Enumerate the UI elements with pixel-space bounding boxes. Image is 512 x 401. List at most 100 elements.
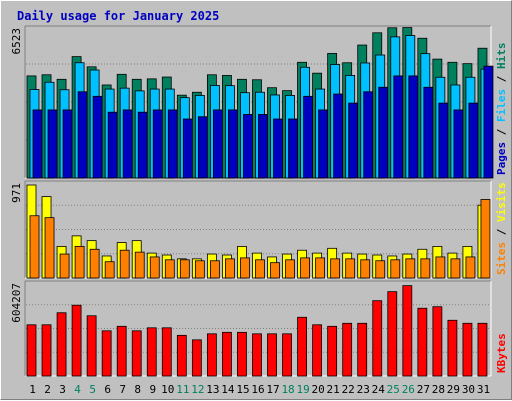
- panel-kbytes: 604207 KBytes: [10, 280, 508, 377]
- legend-kbytes: KBytes: [495, 333, 508, 373]
- x-tick-label-day-20: 20: [312, 383, 325, 396]
- bar-kbytes-day-13: [206, 333, 217, 377]
- bar-kbytes-day-29: [447, 319, 458, 377]
- bar-sites-day-30: [465, 256, 476, 279]
- bar-kbytes-day-11: [176, 334, 187, 377]
- bar-kbytes-day-14: [222, 331, 232, 377]
- bar-pages-day-16: [258, 114, 268, 179]
- bar-sites-day-15: [240, 257, 250, 279]
- bar-kbytes-day-8: [131, 330, 142, 377]
- bar-kbytes-day-7: [116, 325, 127, 377]
- legend-separator: /: [495, 69, 508, 89]
- bar-pages-day-9: [152, 109, 163, 179]
- bar-sites-day-6: [104, 261, 115, 279]
- bar-pages-day-23: [363, 91, 374, 179]
- x-tick-label-day-29: 29: [447, 383, 460, 396]
- bar-pages-day-18: [288, 118, 298, 179]
- x-tick-label-day-25: 25: [387, 383, 400, 396]
- x-tick-label-day-5: 5: [89, 383, 96, 396]
- x-axis-day-labels: 1 2 3 4 5 6 7 8 9 10 11 12 13 14 15 16 17 18 19 20 21 22 23 24 2…: [29, 383, 490, 396]
- x-tick-label-day-1: 1: [29, 383, 36, 396]
- bar-pages-day-15: [243, 114, 253, 179]
- bar-sites-day-21: [330, 258, 341, 279]
- x-tick-label-day-12: 12: [191, 383, 204, 396]
- bar-kbytes-day-20: [312, 324, 323, 377]
- bar-pages-day-20: [318, 109, 329, 179]
- bar-pages-day-30: [468, 102, 479, 179]
- bar-pages-day-29: [453, 109, 464, 179]
- x-tick-label-day-26: 26: [402, 383, 415, 396]
- bar-kbytes-day-23: [357, 322, 368, 377]
- bar-sites-day-29: [450, 258, 461, 279]
- bar-pages-day-26: [408, 75, 419, 179]
- bar-pages-day-21: [333, 93, 344, 179]
- bar-sites-day-23: [360, 259, 371, 279]
- bar-sites-day-10: [164, 259, 175, 279]
- bar-sites-day-27: [420, 258, 431, 279]
- bar-pages-day-8: [137, 111, 148, 179]
- bar-sites-day-18: [285, 259, 295, 279]
- x-tick-label-day-31: 31: [477, 383, 490, 396]
- bar-pages-day-10: [167, 109, 178, 179]
- bar-sites-day-1: [29, 215, 40, 279]
- x-tick-label-day-30: 30: [462, 383, 475, 396]
- x-tick-label-day-16: 16: [251, 383, 264, 396]
- legend-visits: Sites / Visits: [495, 182, 508, 275]
- bar-pages-day-5: [92, 95, 103, 179]
- chart-title: Daily usage for January 2025: [17, 9, 219, 23]
- bar-pages-day-4: [77, 91, 88, 179]
- legend-item-visits: Visits: [495, 182, 508, 222]
- x-tick-label-day-27: 27: [417, 383, 430, 396]
- bar-sites-day-11: [179, 259, 190, 279]
- bar-sites-day-7: [119, 249, 130, 279]
- bar-sites-day-25: [390, 259, 401, 279]
- x-tick-label-day-17: 17: [266, 383, 279, 396]
- x-tick-label-day-6: 6: [104, 383, 111, 396]
- bar-pages-day-14: [228, 109, 238, 179]
- bar-pages-day-6: [107, 111, 118, 179]
- legend-separator: /: [495, 222, 508, 242]
- bar-kbytes-day-24: [372, 300, 383, 377]
- bar-sites-day-2: [44, 217, 55, 279]
- x-tick-label-day-3: 3: [59, 383, 66, 396]
- bar-sites-day-5: [89, 248, 100, 279]
- bar-kbytes-day-26: [402, 285, 413, 377]
- x-tick-label-day-24: 24: [372, 383, 386, 396]
- bar-kbytes-day-31: [477, 322, 488, 377]
- x-tick-label-day-4: 4: [74, 383, 81, 396]
- legend-hits: Pages / Files / Hits: [495, 43, 508, 176]
- bar-sites-day-31: [480, 199, 491, 279]
- bar-kbytes-day-3: [56, 312, 67, 377]
- x-tick-label-day-23: 23: [357, 383, 370, 396]
- bar-kbytes-day-18: [282, 333, 292, 377]
- bar-pages-day-27: [423, 86, 434, 179]
- bar-kbytes-day-28: [432, 306, 443, 377]
- legend-separator: /: [495, 122, 508, 142]
- bar-kbytes-day-10: [161, 327, 172, 377]
- bar-kbytes-day-25: [387, 291, 398, 377]
- x-tick-label-day-7: 7: [119, 383, 126, 396]
- bar-sites-day-4: [74, 245, 85, 279]
- bar-pages-day-11: [182, 118, 193, 179]
- bar-kbytes-day-5: [86, 315, 97, 377]
- bar-pages-day-2: [47, 109, 58, 179]
- bar-pages-day-7: [122, 109, 133, 179]
- bar-kbytes-day-17: [267, 333, 277, 377]
- bar-sites-day-22: [345, 258, 356, 279]
- bar-kbytes-day-12: [191, 339, 202, 377]
- x-tick-label-day-10: 10: [161, 383, 174, 396]
- bar-sites-day-24: [375, 260, 386, 279]
- bar-sites-day-8: [134, 251, 145, 279]
- x-tick-label-day-18: 18: [281, 383, 294, 396]
- bar-pages-day-22: [348, 102, 359, 179]
- bar-pages-day-1: [32, 109, 43, 179]
- bar-kbytes-day-1: [26, 324, 37, 377]
- x-tick-label-day-2: 2: [44, 383, 51, 396]
- bar-kbytes-day-30: [462, 322, 473, 377]
- legend-item-files: Files: [495, 89, 508, 122]
- x-tick-label-day-22: 22: [342, 383, 355, 396]
- bar-sites-day-13: [209, 260, 220, 279]
- bar-kbytes-day-2: [41, 324, 52, 377]
- bar-kbytes-day-19: [297, 316, 307, 377]
